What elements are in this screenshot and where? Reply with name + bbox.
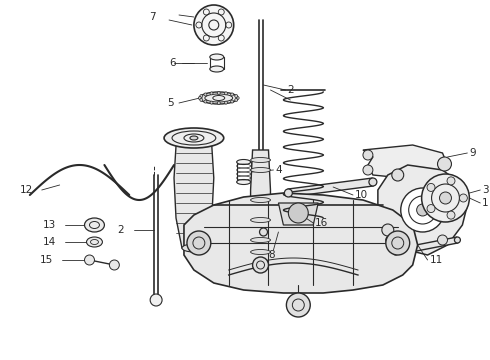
Circle shape xyxy=(204,100,207,103)
Ellipse shape xyxy=(87,237,102,247)
Circle shape xyxy=(231,100,234,103)
Text: 12: 12 xyxy=(20,185,33,195)
Text: 9: 9 xyxy=(469,148,476,158)
Text: 11: 11 xyxy=(430,255,443,265)
Polygon shape xyxy=(288,178,373,197)
Ellipse shape xyxy=(250,198,270,202)
Text: 10: 10 xyxy=(355,190,368,200)
Circle shape xyxy=(224,92,227,95)
Circle shape xyxy=(210,92,213,95)
Circle shape xyxy=(260,228,268,236)
Circle shape xyxy=(460,194,467,202)
Circle shape xyxy=(187,231,211,255)
Circle shape xyxy=(150,294,162,306)
Text: 15: 15 xyxy=(40,255,53,265)
Polygon shape xyxy=(395,237,458,255)
Circle shape xyxy=(217,91,220,95)
Circle shape xyxy=(217,102,220,104)
Circle shape xyxy=(393,249,399,255)
Text: 8: 8 xyxy=(269,250,275,260)
Ellipse shape xyxy=(190,136,198,140)
Text: 3: 3 xyxy=(482,185,489,195)
Text: 16: 16 xyxy=(315,218,328,228)
Ellipse shape xyxy=(210,66,224,72)
Circle shape xyxy=(438,235,447,245)
Circle shape xyxy=(235,98,238,102)
Polygon shape xyxy=(378,165,467,255)
Circle shape xyxy=(438,157,451,171)
Text: 4: 4 xyxy=(275,165,282,175)
Ellipse shape xyxy=(237,159,250,165)
Text: 2: 2 xyxy=(117,225,124,235)
Circle shape xyxy=(231,93,234,96)
Circle shape xyxy=(454,237,461,243)
Circle shape xyxy=(401,188,444,232)
Ellipse shape xyxy=(164,128,224,148)
Polygon shape xyxy=(363,145,447,179)
Text: 2: 2 xyxy=(287,85,294,95)
Circle shape xyxy=(416,204,429,216)
Circle shape xyxy=(363,150,373,160)
Circle shape xyxy=(363,165,373,175)
Ellipse shape xyxy=(250,158,270,162)
Circle shape xyxy=(421,174,469,222)
Ellipse shape xyxy=(250,167,270,172)
Circle shape xyxy=(194,5,234,45)
Circle shape xyxy=(252,257,269,273)
Circle shape xyxy=(289,203,308,223)
Ellipse shape xyxy=(250,217,270,222)
Text: 6: 6 xyxy=(169,58,176,68)
Circle shape xyxy=(440,192,451,204)
Ellipse shape xyxy=(210,54,224,60)
Circle shape xyxy=(369,178,377,186)
Circle shape xyxy=(447,211,455,219)
Text: 5: 5 xyxy=(167,98,173,108)
Circle shape xyxy=(284,189,293,197)
Polygon shape xyxy=(174,146,214,248)
Circle shape xyxy=(210,101,213,104)
Circle shape xyxy=(200,98,203,102)
Ellipse shape xyxy=(182,244,206,252)
Polygon shape xyxy=(250,150,270,260)
Circle shape xyxy=(447,177,455,185)
Circle shape xyxy=(235,95,238,98)
Polygon shape xyxy=(263,228,390,244)
Polygon shape xyxy=(184,193,417,293)
Ellipse shape xyxy=(200,92,238,104)
Circle shape xyxy=(382,224,394,236)
Circle shape xyxy=(200,95,203,98)
Text: 14: 14 xyxy=(43,237,56,247)
Ellipse shape xyxy=(250,238,270,243)
Ellipse shape xyxy=(237,180,250,185)
Text: 1: 1 xyxy=(482,198,489,208)
Circle shape xyxy=(109,260,120,270)
Circle shape xyxy=(204,93,207,96)
Circle shape xyxy=(84,255,95,265)
Ellipse shape xyxy=(250,249,270,255)
Circle shape xyxy=(386,231,410,255)
Ellipse shape xyxy=(84,218,104,232)
Polygon shape xyxy=(278,203,318,225)
Circle shape xyxy=(236,96,239,99)
Circle shape xyxy=(224,101,227,104)
Circle shape xyxy=(392,169,404,181)
Circle shape xyxy=(198,96,201,99)
Circle shape xyxy=(286,293,310,317)
Circle shape xyxy=(427,204,435,213)
Circle shape xyxy=(386,236,394,244)
Circle shape xyxy=(427,183,435,192)
Text: 13: 13 xyxy=(43,220,56,230)
Text: 7: 7 xyxy=(149,12,156,22)
